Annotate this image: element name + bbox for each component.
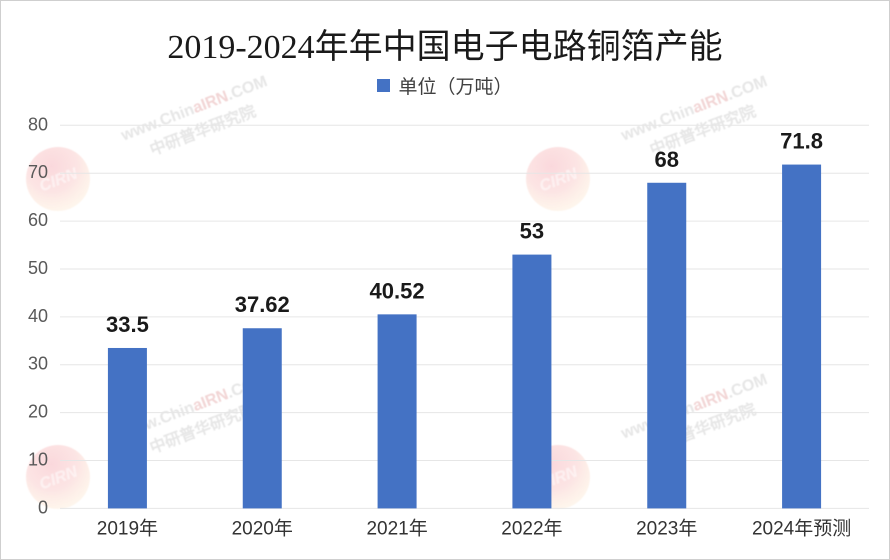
svg-text:10: 10 <box>28 450 48 470</box>
svg-text:40: 40 <box>28 306 48 326</box>
svg-text:2020年: 2020年 <box>232 517 293 539</box>
svg-text:53: 53 <box>520 219 544 244</box>
svg-text:2022年: 2022年 <box>501 517 562 539</box>
svg-text:37.62: 37.62 <box>235 292 290 317</box>
svg-text:70: 70 <box>28 162 48 182</box>
svg-text:30: 30 <box>28 354 48 374</box>
svg-text:2024年预测: 2024年预测 <box>752 517 851 539</box>
svg-text:33.5: 33.5 <box>106 312 149 337</box>
svg-text:71.8: 71.8 <box>780 129 823 154</box>
svg-text:80: 80 <box>28 114 48 134</box>
svg-text:2021年: 2021年 <box>366 517 427 539</box>
svg-text:68: 68 <box>655 147 679 172</box>
svg-text:50: 50 <box>28 258 48 278</box>
svg-text:2019年: 2019年 <box>97 517 158 539</box>
svg-text:0: 0 <box>38 497 48 517</box>
svg-text:20: 20 <box>28 402 48 422</box>
svg-text:2023年: 2023年 <box>636 517 697 539</box>
svg-text:60: 60 <box>28 210 48 230</box>
svg-text:40.52: 40.52 <box>370 278 425 303</box>
